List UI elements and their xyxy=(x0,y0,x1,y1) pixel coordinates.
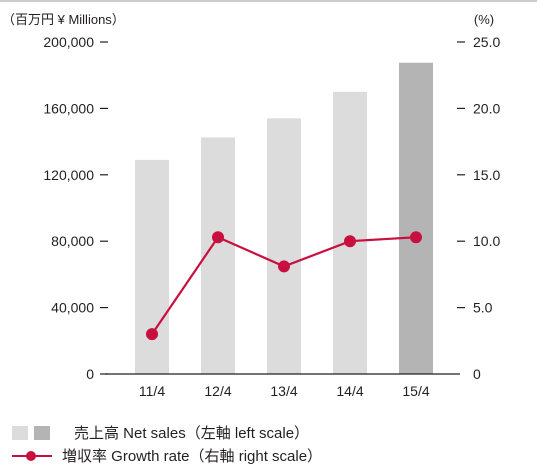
x-tick-label: 15/4 xyxy=(402,383,429,399)
legend-swatch-dark xyxy=(34,425,50,440)
left-tick-label: 40,000 xyxy=(51,300,94,316)
right-tick-label: 15.0 xyxy=(473,167,500,183)
legend-net-sales: 売上高 Net sales（左軸 left scale） xyxy=(12,422,309,443)
legend-growth-rate-label: 増収率 Growth rate（右軸 right scale） xyxy=(62,448,323,465)
net-sales-bar xyxy=(135,159,169,374)
left-axis-ticks: 0 40,000 80,000 120,000 160,000 200,000 xyxy=(43,34,108,382)
right-tick-label: 20.0 xyxy=(473,100,500,116)
right-tick-label: 0 xyxy=(473,366,481,382)
left-tick-label: 0 xyxy=(86,366,94,382)
net-sales-bars xyxy=(135,62,433,375)
x-tick-label: 12/4 xyxy=(204,383,231,399)
left-axis-label: （百万円 ¥ Millions） xyxy=(2,12,125,27)
x-tick-label: 13/4 xyxy=(270,383,297,399)
growth-rate-point xyxy=(212,231,224,244)
net-sales-bar xyxy=(399,62,433,374)
right-tick-label: 5.0 xyxy=(473,300,493,316)
net-sales-bar xyxy=(267,118,301,374)
growth-rate-point xyxy=(146,328,158,341)
right-axis-label: (%) xyxy=(474,12,494,27)
legend-net-sales-label: 売上高 Net sales（左軸 left scale） xyxy=(74,425,310,442)
left-tick-label: 80,000 xyxy=(51,233,94,249)
growth-rate-series xyxy=(146,231,422,341)
legend-growth-rate: 増収率 Growth rate（右軸 right scale） xyxy=(12,445,322,466)
legend-swatch-light xyxy=(12,425,28,440)
left-tick-label: 120,000 xyxy=(43,167,94,183)
left-tick-label: 160,000 xyxy=(43,100,94,116)
growth-rate-point xyxy=(278,260,290,273)
right-tick-label: 25.0 xyxy=(473,34,500,50)
x-tick-label: 14/4 xyxy=(336,383,363,399)
right-axis-ticks: 0 5.0 10.0 15.0 20.0 25.0 xyxy=(457,34,500,382)
x-axis-labels: 11/4 12/4 13/4 14/4 15/4 xyxy=(139,383,430,399)
x-tick-label: 11/4 xyxy=(139,383,165,399)
net-sales-bar xyxy=(333,91,367,375)
combo-chart: （百万円 ¥ Millions） (%) 0 40,000 80,000 120,00… xyxy=(0,0,537,399)
legend-line-marker-icon xyxy=(12,449,52,463)
right-tick-label: 10.0 xyxy=(473,233,500,249)
growth-rate-point xyxy=(344,235,356,248)
left-tick-label: 200,000 xyxy=(43,34,94,50)
growth-rate-point xyxy=(410,231,422,244)
